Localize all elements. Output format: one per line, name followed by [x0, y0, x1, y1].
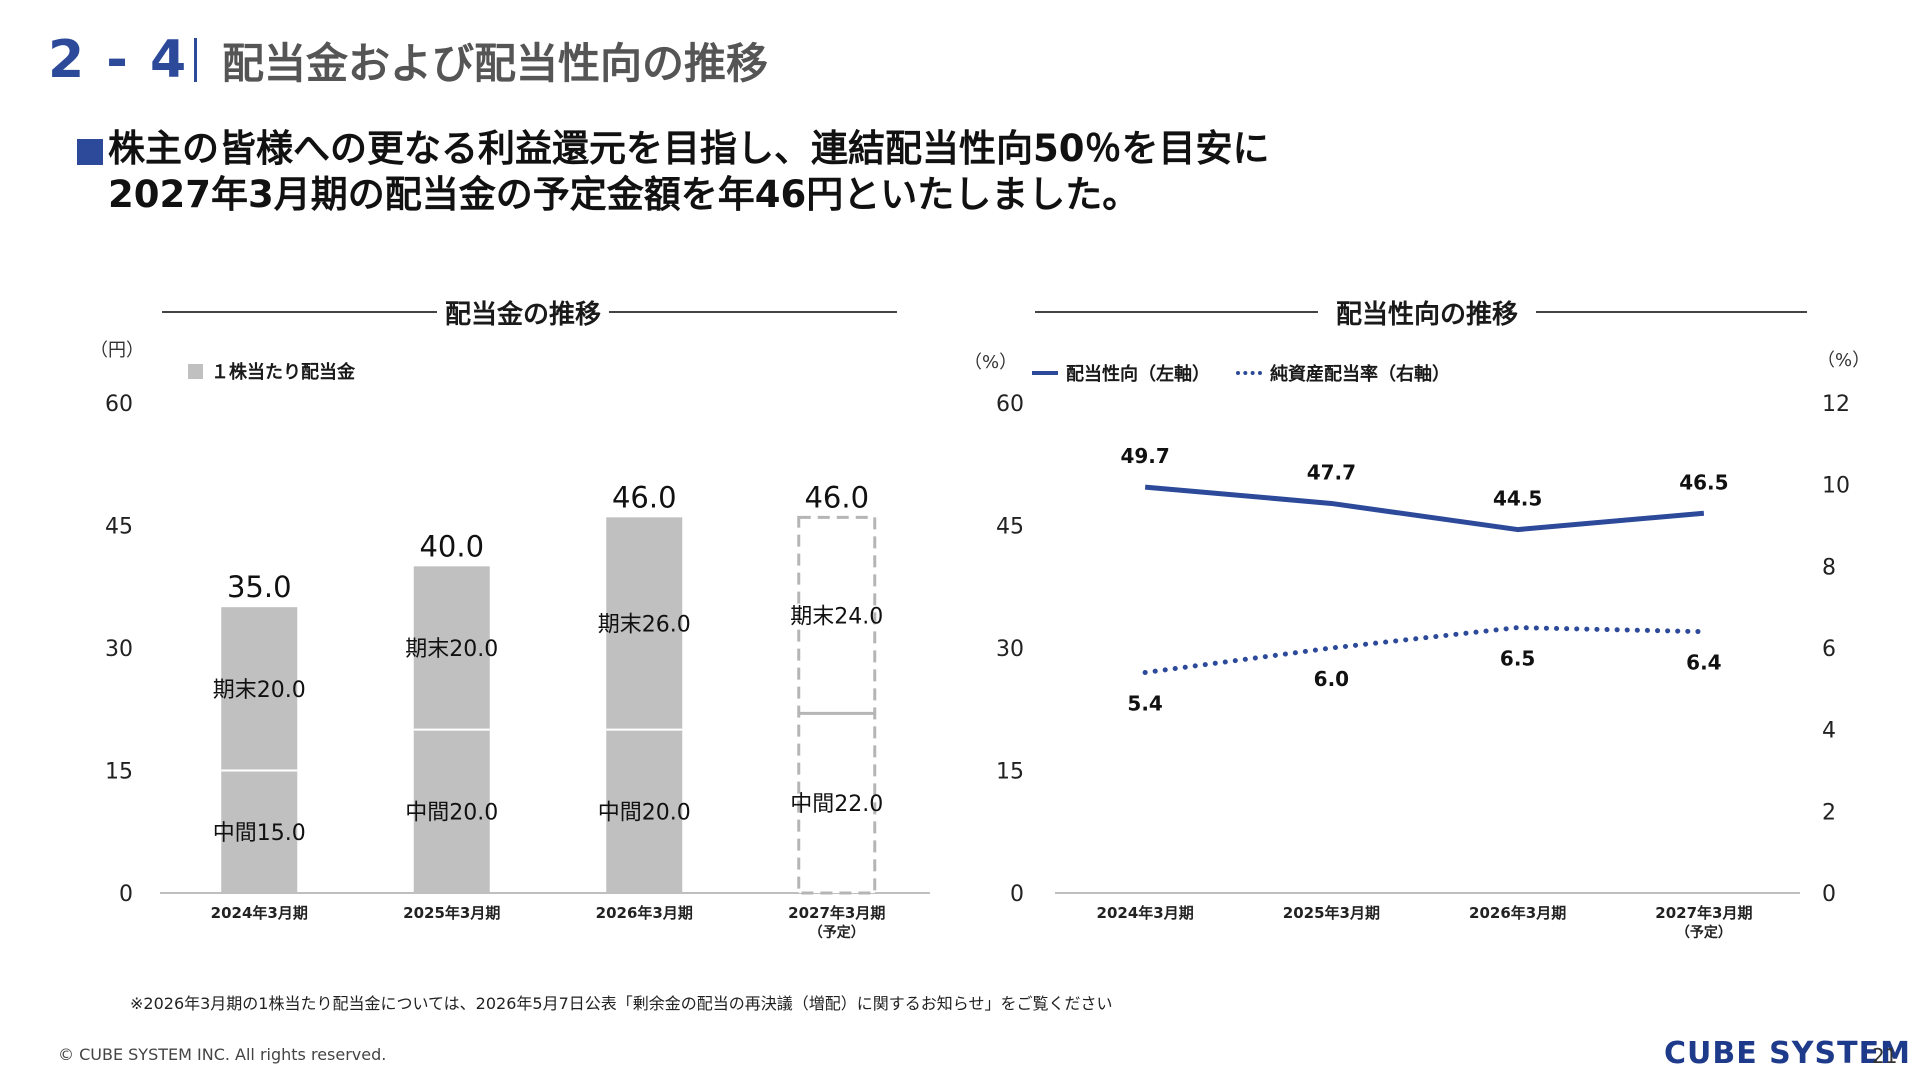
y-right-tick-label: 8: [1822, 555, 1836, 580]
payout-chart-title: 配当性向の推移: [1318, 294, 1537, 331]
headline: 株主の皆様への更なる利益還元を目指し、連結配当性向50％を目安に 2027年3月…: [108, 126, 1270, 218]
y-right-tick-label: 4: [1822, 719, 1836, 744]
section-number: 2 - 4: [48, 30, 189, 90]
doe-data-label: 6.5: [1500, 647, 1535, 671]
bar-interim: [606, 729, 683, 893]
payout-data-label: 44.5: [1493, 487, 1542, 511]
x-tick-label: 2027年3月期: [1655, 904, 1752, 922]
y-right-tick-label: 10: [1822, 474, 1850, 499]
bar-total-label: 46.0: [804, 480, 869, 514]
y-tick-label: 15: [105, 760, 133, 785]
y-left-tick-label: 30: [996, 637, 1024, 662]
payout-unit-right: （%）: [1817, 350, 1871, 371]
bar-year-end-label: 期末24.0: [790, 604, 883, 629]
y-left-tick-label: 45: [996, 515, 1024, 540]
legend-dotted-line-icon: [1236, 371, 1262, 375]
dividend-chart-title: 配当金の推移: [437, 294, 610, 331]
bar-forecast-outline: [797, 515, 877, 895]
y-tick-label: 45: [105, 515, 133, 540]
company-logo: CUBE SYSTEM: [1664, 1036, 1911, 1071]
bar-interim-label: 中間15.0: [213, 821, 306, 846]
x-tick-label: 2024年3月期: [211, 904, 308, 922]
bar-interim-label: 中間20.0: [405, 800, 498, 825]
bar-year-end: [221, 607, 298, 771]
y-tick-label: 0: [119, 882, 133, 907]
x-tick-label: 2026年3月期: [596, 904, 693, 922]
y-tick-label: 60: [105, 392, 133, 417]
legend-swatch-icon: [188, 363, 203, 379]
x-tick-label: 2024年3月期: [1097, 904, 1194, 922]
doe-data-label: 5.4: [1127, 692, 1162, 716]
bullet-square-icon: [77, 139, 103, 165]
doe-data-label: 6.4: [1686, 651, 1721, 675]
payout-data-label: 47.7: [1307, 460, 1356, 484]
series-line-doe: [1142, 625, 1707, 675]
dividend-legend: １株当たり配当金: [188, 358, 355, 384]
payout-unit-left: （%）: [964, 352, 1018, 373]
page-title: 配当金および配当性向の推移: [222, 39, 769, 88]
headline-line-2: 2027年3月期の配当金の予定金額を年46円といたしました。: [108, 173, 1140, 216]
payout-data-label: 46.5: [1679, 470, 1728, 494]
x-tick-label: 2025年3月期: [403, 904, 500, 922]
x-tick-label: 2025年3月期: [1283, 904, 1380, 922]
x-tick-label: 2026年3月期: [1469, 904, 1566, 922]
page-number: 21: [1872, 1044, 1898, 1068]
bar-year-end-label: 期末26.0: [598, 613, 691, 638]
x-tick-note: （予定）: [809, 924, 865, 941]
payout-legend-dotted-label: 純資産配当率（右軸）: [1270, 364, 1450, 385]
dividend-unit-label: （円）: [90, 340, 144, 361]
bar-year-end-label: 期末20.0: [405, 637, 498, 662]
headline-line-1: 株主の皆様への更なる利益還元を目指し、連結配当性向50％を目安に: [108, 127, 1270, 170]
y-right-tick-label: 6: [1822, 637, 1836, 662]
bar-interim-label: 中間22.0: [790, 792, 883, 817]
y-left-tick-label: 15: [996, 760, 1024, 785]
x-tick-label: 2027年3月期: [788, 904, 885, 922]
bar-total-label: 40.0: [419, 529, 484, 563]
bar-total-label: 46.0: [612, 480, 677, 514]
y-tick-label: 30: [105, 637, 133, 662]
header-divider: [194, 38, 197, 82]
doe-data-label: 6.0: [1314, 667, 1349, 691]
y-right-tick-label: 12: [1822, 392, 1850, 417]
copyright: © CUBE SYSTEM INC. All rights reserved.: [58, 1045, 387, 1064]
bar-year-end-label: 期末20.0: [213, 678, 306, 703]
dividend-legend-label: １株当たり配当金: [211, 362, 355, 383]
series-line-payout-ratio: [1144, 484, 1705, 533]
payout-legend: 配当性向（左軸） 純資産配当率（右軸）: [1032, 360, 1450, 386]
footnote: ※2026年3月期の1株当たり配当金については、2026年5月7日公表「剰余金の…: [130, 994, 1113, 1013]
x-tick-note: （予定）: [1676, 924, 1732, 941]
y-right-tick-label: 2: [1822, 800, 1836, 825]
y-left-tick-label: 0: [1010, 882, 1024, 907]
legend-solid-line-icon: [1032, 371, 1058, 375]
bar-interim-label: 中間20.0: [598, 800, 691, 825]
bar-year-end: [413, 566, 490, 730]
y-left-tick-label: 60: [996, 392, 1024, 417]
bar-year-end: [606, 517, 683, 730]
bar-interim: [413, 729, 490, 893]
payout-data-label: 49.7: [1120, 444, 1169, 468]
bar-total-label: 35.0: [227, 570, 292, 604]
bar-interim: [221, 770, 298, 893]
y-right-tick-label: 0: [1822, 882, 1836, 907]
payout-legend-solid-label: 配当性向（左軸）: [1066, 364, 1210, 385]
